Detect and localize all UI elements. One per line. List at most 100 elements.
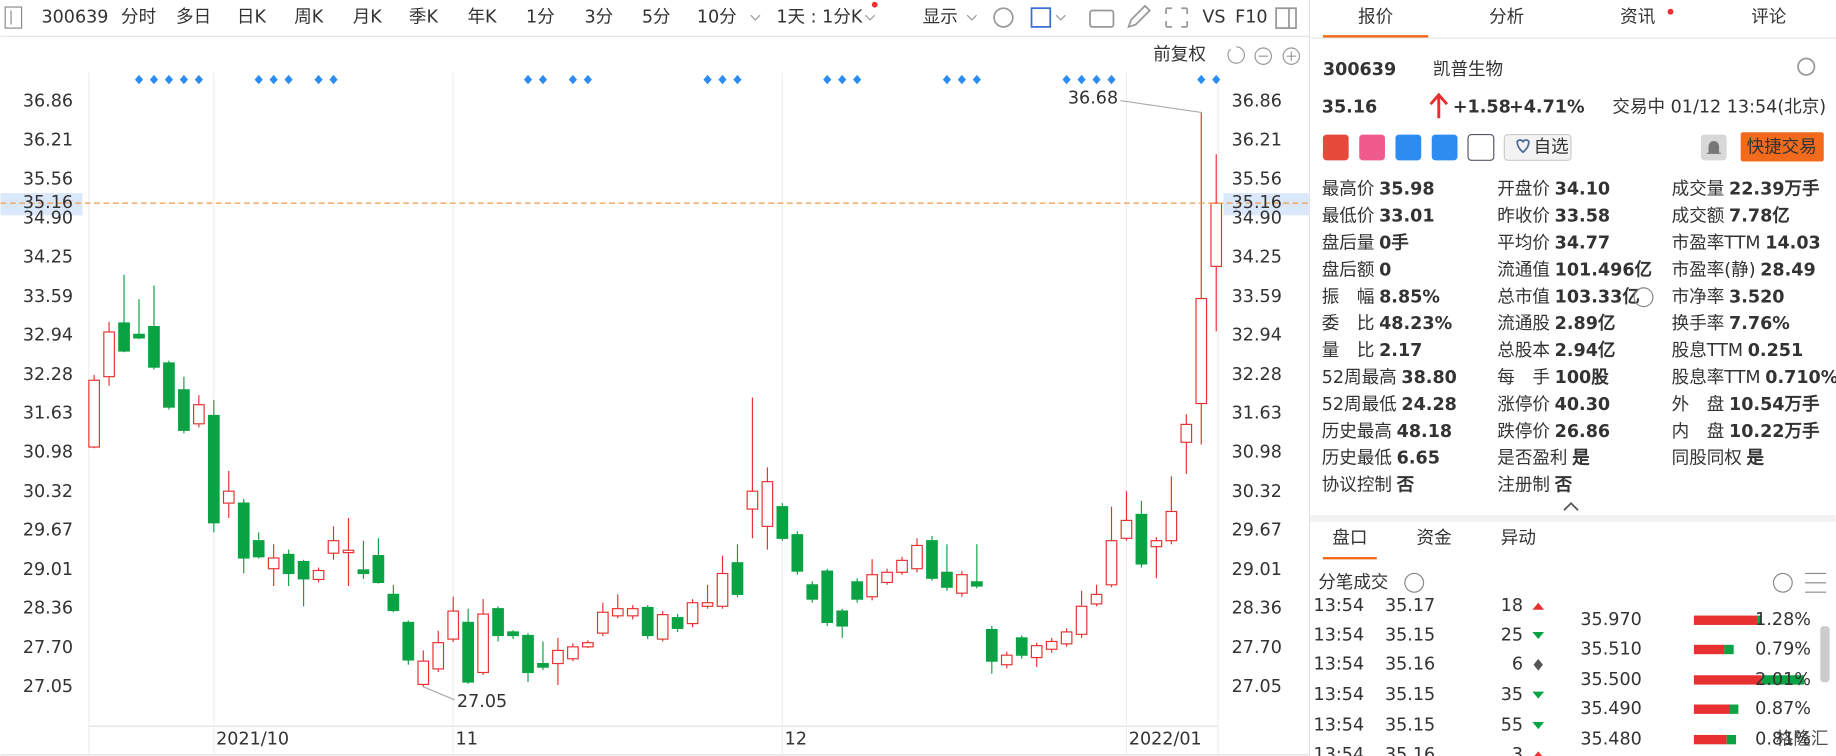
- candle-body: [1015, 637, 1028, 656]
- heart-icon: [1516, 139, 1530, 154]
- watch-label[interactable]: 自选: [1534, 137, 1569, 157]
- chevron[interactable]: [966, 14, 977, 21]
- candle-body: [327, 540, 340, 554]
- period-tab[interactable]: 10分: [697, 8, 737, 28]
- panel-tab[interactable]: 报价: [1358, 8, 1394, 28]
- book-price: 35.510: [1580, 640, 1641, 660]
- flag-icon[interactable]: [1322, 134, 1349, 161]
- settings-icon[interactable]: [993, 7, 1014, 28]
- y-tick-label: 31.63: [1232, 404, 1282, 424]
- candle-body: [791, 534, 804, 572]
- stat-label: 注册制: [1497, 476, 1550, 496]
- quote-change: +1.58: [1453, 98, 1511, 118]
- candle-body: [507, 631, 519, 637]
- candle-body: [1165, 510, 1178, 542]
- period-tab[interactable]: 3分: [584, 8, 613, 28]
- stat-label: 同股同权: [1672, 449, 1742, 469]
- tag-icon[interactable]: [1359, 134, 1385, 161]
- period-tab[interactable]: 日K: [237, 8, 267, 28]
- y-tick-label: 29.67: [23, 521, 73, 541]
- quote-code: 300639: [1323, 60, 1396, 80]
- candle-body: [746, 490, 759, 510]
- period-tab[interactable]: 年K: [467, 8, 497, 28]
- book-bar: [1693, 734, 1727, 745]
- sidebar-icon[interactable]: [4, 6, 23, 29]
- red-dot: [1667, 8, 1674, 15]
- stat-value: 101.496亿: [1555, 259, 1652, 280]
- stat-value: 100股: [1555, 368, 1610, 388]
- max-annotation: 36.68: [1068, 88, 1118, 108]
- fullscreen-icon[interactable]: [1165, 7, 1189, 28]
- info-icon[interactable]: [1404, 572, 1425, 593]
- more-icon[interactable]: [1772, 572, 1793, 593]
- y-tick-label: 36.21: [23, 131, 73, 151]
- panel-icon[interactable]: [1275, 7, 1297, 29]
- chevron[interactable]: [1055, 14, 1066, 21]
- candle-body: [761, 481, 774, 527]
- adjust-button[interactable]: 前复权: [1153, 45, 1206, 65]
- book-bar: [1724, 644, 1734, 655]
- pencil-icon[interactable]: [1127, 4, 1151, 29]
- stat-label: 市盈率TTM: [1672, 233, 1761, 253]
- interval-select[interactable]: 1天 : 1分K: [776, 8, 862, 28]
- display-menu[interactable]: 显示: [923, 8, 958, 28]
- stat-value: 38.80: [1401, 368, 1457, 388]
- trade-price: 35.15: [1385, 716, 1435, 736]
- camera-icon[interactable]: [1089, 9, 1115, 28]
- stat-value: 28.49: [1760, 260, 1816, 280]
- candle-body: [851, 581, 864, 600]
- panel-tab[interactable]: 资讯: [1620, 8, 1655, 28]
- book-bar: [1693, 644, 1725, 655]
- period-tab[interactable]: 5分: [642, 8, 671, 28]
- chevron[interactable]: [750, 14, 761, 21]
- panel-tab[interactable]: 分析: [1489, 8, 1524, 28]
- period-tab[interactable]: 分时: [121, 8, 156, 28]
- list-icon[interactable]: [1805, 572, 1827, 593]
- candle-body: [1150, 540, 1163, 548]
- candle-body: [866, 574, 878, 598]
- trade-button[interactable]: [1740, 132, 1824, 162]
- candle-body: [432, 642, 445, 670]
- f10-button[interactable]: F10: [1235, 8, 1267, 28]
- note-icon[interactable]: [1467, 133, 1495, 161]
- tag-icon[interactable]: [1395, 134, 1422, 161]
- scrollbar[interactable]: [1820, 626, 1830, 683]
- book-pct: 0.87%: [1755, 699, 1811, 719]
- y-tick-label: 27.05: [1232, 677, 1282, 697]
- zoom-in-icon[interactable]: [1282, 47, 1301, 65]
- panel-tab[interactable]: 评论: [1751, 8, 1787, 28]
- chevron[interactable]: [864, 14, 876, 21]
- y-tick-label: 30.98: [1232, 442, 1282, 462]
- candle-body: [163, 362, 175, 408]
- checkbox-icon[interactable]: [1030, 7, 1052, 28]
- vs-button[interactable]: VS: [1202, 8, 1225, 28]
- book-price: 35.500: [1580, 670, 1641, 690]
- depth-tab[interactable]: 资金: [1417, 528, 1453, 548]
- stat-value: 否: [1396, 476, 1415, 496]
- trade-label[interactable]: 快捷交易: [1747, 137, 1817, 157]
- candle-body: [970, 581, 983, 587]
- depth-tab[interactable]: 异动: [1501, 528, 1536, 548]
- period-tab[interactable]: 季K: [409, 8, 439, 28]
- period-tab[interactable]: 多日: [176, 8, 211, 28]
- candle-body: [267, 557, 280, 570]
- stat-label: 盘后额: [1322, 260, 1375, 280]
- stat-label: 市盈率(静): [1672, 260, 1756, 280]
- direction-icon: [1532, 631, 1545, 639]
- quote-status: 交易中 01/12 13:54(北京): [1612, 98, 1826, 118]
- tag-icon[interactable]: [1431, 134, 1458, 161]
- event-marker[interactable]: [284, 74, 293, 85]
- period-tab[interactable]: 1分: [526, 8, 555, 28]
- period-tab[interactable]: 周K: [294, 8, 324, 28]
- more-icon[interactable]: [1633, 287, 1654, 308]
- reset-icon[interactable]: [1227, 46, 1245, 64]
- candle-body: [552, 649, 564, 665]
- period-tab[interactable]: 月K: [353, 8, 383, 28]
- y-tick-label: 32.28: [1232, 365, 1282, 385]
- depth-tab[interactable]: 盘口: [1332, 528, 1367, 548]
- collapse-chevron[interactable]: [1563, 501, 1579, 511]
- candle-body: [567, 646, 579, 660]
- settings-icon[interactable]: [1797, 57, 1816, 76]
- zoom-out-icon[interactable]: [1254, 47, 1273, 65]
- stat-value: 2.89亿: [1555, 313, 1616, 334]
